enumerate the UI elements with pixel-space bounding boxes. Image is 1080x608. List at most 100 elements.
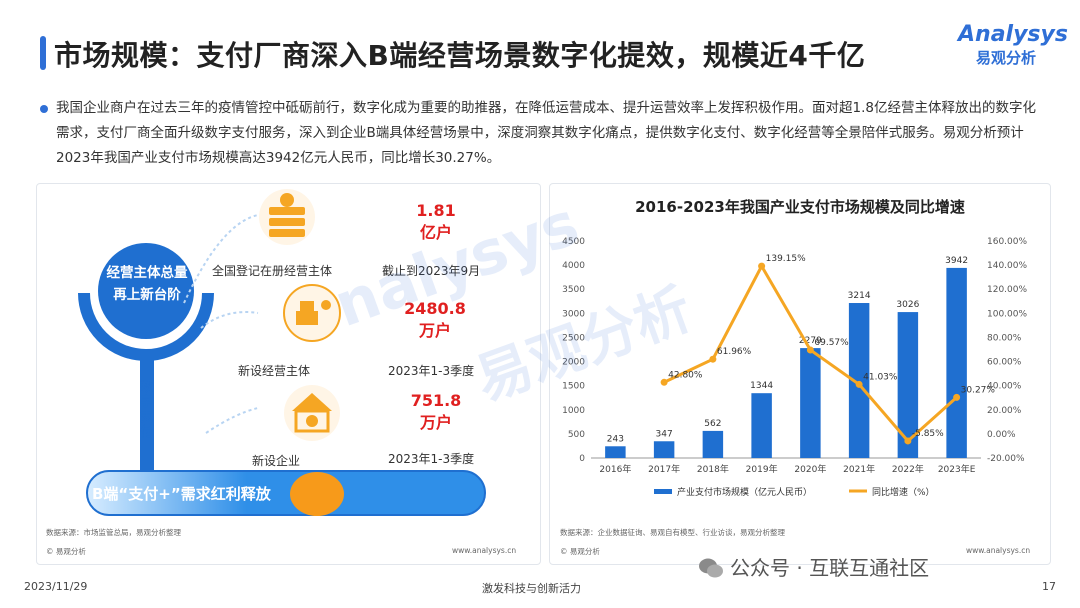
hub-label: 经营主体总量再上新台阶 xyxy=(106,265,188,303)
banner-orange-circle xyxy=(290,472,344,516)
hub-circle xyxy=(98,243,194,339)
bar-value-label: 3214 xyxy=(848,291,871,301)
bar xyxy=(653,441,675,458)
bar xyxy=(605,446,626,458)
x-tick-label: 2020年 xyxy=(794,463,826,475)
bar-value-label: 347 xyxy=(656,429,673,439)
bar xyxy=(946,267,967,458)
title-accent-bar xyxy=(40,36,46,70)
growth-value-label: 30.27% xyxy=(961,385,996,395)
wechat-watermark: 公众号 · 互联互通社区 xyxy=(698,552,929,581)
x-tick-label: 2021年 xyxy=(843,463,875,475)
x-tick-label: 2019年 xyxy=(746,463,778,475)
logo-en: Analysys xyxy=(958,22,1068,47)
stat-note-2: 2023年1-3季度 xyxy=(388,364,475,378)
footer-date: 2023/11/29 xyxy=(24,580,88,593)
bar xyxy=(702,430,724,458)
legend-bar-label: 产业支付市场规模（亿元人民币） xyxy=(677,486,812,498)
left-url: www.analysys.cn xyxy=(452,546,517,555)
right-url: www.analysys.cn xyxy=(966,546,1031,555)
y-left-tick-label: 500 xyxy=(568,430,585,440)
y-right-tick-label: 140.00% xyxy=(987,261,1027,271)
bar-value-label: 2279 xyxy=(799,336,822,346)
x-tick-label: 2016年 xyxy=(599,463,631,475)
stat-label-1: 全国登记在册经营主体 xyxy=(212,264,333,278)
chart-title: 2016-2023年我国产业支付市场规模及同比增速 xyxy=(635,198,965,216)
y-right-tick-label: 40.00% xyxy=(987,382,1022,392)
y-right-tick-label: -20.00% xyxy=(987,454,1025,464)
y-left-tick-label: 3000 xyxy=(562,309,585,319)
growth-value-label: 139.15% xyxy=(766,254,806,264)
intro-paragraph: 我国企业商户在过去三年的疫情管控中砥砺前行，数字化成为重要的助推器，在降低运营成… xyxy=(40,96,1036,171)
stem-label: 数字支付 xyxy=(140,380,154,440)
growth-value-label: 42.80% xyxy=(668,370,703,380)
legend-bar-swatch xyxy=(654,489,672,494)
brand-logo: Analysys 易观分析 xyxy=(958,22,1068,82)
wechat-text: 公众号 · 互联互通社区 xyxy=(730,556,930,580)
y-left-tick-label: 4500 xyxy=(562,237,585,247)
stat-label-2: 新设经营主体 xyxy=(238,364,311,378)
x-tick-label: 2023年E xyxy=(938,463,976,475)
y-left-tick-label: 1500 xyxy=(562,382,585,392)
right-source: 数据来源：企业数据征询、易观自有模型、行业访谈，易观分析整理 xyxy=(560,528,785,537)
bar-value-label: 562 xyxy=(704,419,721,429)
y-right-tick-label: 100.00% xyxy=(987,309,1027,319)
stat-value-1: 1.81 亿户 xyxy=(416,201,456,242)
legend-line-label: 同比增速（%） xyxy=(872,486,935,498)
wechat-icon xyxy=(698,557,724,579)
x-tick-label: 2022年 xyxy=(892,463,924,475)
y-right-tick-label: 80.00% xyxy=(987,333,1022,343)
left-source: 数据来源：市场监管总局，易观分析整理 xyxy=(46,528,181,537)
growth-value-label: 61.96% xyxy=(717,347,752,357)
growth-value-label: 69.57% xyxy=(814,338,849,348)
bar-value-label: 3942 xyxy=(945,256,968,266)
footer-slogan: 激发科技与创新活力 xyxy=(482,582,581,595)
y-right-tick-label: 0.00% xyxy=(987,430,1016,440)
bar xyxy=(897,312,919,458)
stat-note-3: 2023年1-3季度 xyxy=(388,452,475,466)
growth-point xyxy=(758,262,766,270)
y-left-tick-label: 2500 xyxy=(562,333,585,343)
left-infographic xyxy=(78,189,341,483)
growth-point xyxy=(660,378,668,386)
page-number: 17 xyxy=(1042,580,1056,593)
logo-cn: 易观分析 xyxy=(976,49,1037,67)
y-left-tick-label: 2000 xyxy=(562,358,585,368)
y-left-tick-label: 3500 xyxy=(562,285,585,295)
growth-point xyxy=(709,355,717,363)
growth-point xyxy=(855,380,863,388)
market-chart: 0 500 1000 1500 2000 2500 3000 3500 4000 4500 -20.… xyxy=(562,237,1027,498)
bar xyxy=(848,303,870,458)
page-title: 市场规模：支付厂商深入B端经营场景数字化提效，规模近4千亿 xyxy=(54,39,866,72)
bar xyxy=(751,393,772,458)
x-tick-label: 2017年 xyxy=(648,463,680,475)
right-panel xyxy=(549,183,1051,565)
growth-point xyxy=(806,346,814,354)
new-enterprise-icon xyxy=(284,385,340,441)
y-right-tick-label: 160.00% xyxy=(987,237,1027,247)
x-tick-label: 2018年 xyxy=(697,463,729,475)
right-brand: © 易观分析 xyxy=(560,547,600,556)
y-right-tick-label: 120.00% xyxy=(987,285,1027,295)
bar xyxy=(800,348,821,458)
y-left-tick-label: 4000 xyxy=(562,261,585,271)
growth-value-label: -5.85% xyxy=(912,429,944,439)
intro-text: 我国企业商户在过去三年的疫情管控中砥砺前行，数字化成为重要的助推器，在降低运营成… xyxy=(56,100,1036,166)
y-left-tick-label: 0 xyxy=(579,454,585,464)
hub-stem xyxy=(140,353,154,483)
y-right-tick-label: 20.00% xyxy=(987,406,1022,416)
bar-value-label: 1344 xyxy=(750,381,773,391)
stat-label-3: 新设企业 xyxy=(252,454,301,468)
growth-point xyxy=(904,437,912,445)
demand-banner xyxy=(86,470,486,516)
stat-value-2: 2480.8 万户 xyxy=(404,299,466,340)
growth-point xyxy=(953,393,961,401)
stat-note-1: 截止到2023年9月 xyxy=(382,264,481,278)
growth-value-label: 41.03% xyxy=(863,372,898,382)
banner-text: B端“支付+”需求红利释放 xyxy=(92,485,271,503)
y-left-tick-label: 1000 xyxy=(562,406,585,416)
bullet-dot xyxy=(40,105,48,113)
bar-value-label: 243 xyxy=(607,434,624,444)
y-right-tick-label: 60.00% xyxy=(987,358,1022,368)
left-brand: © 易观分析 xyxy=(46,547,86,556)
